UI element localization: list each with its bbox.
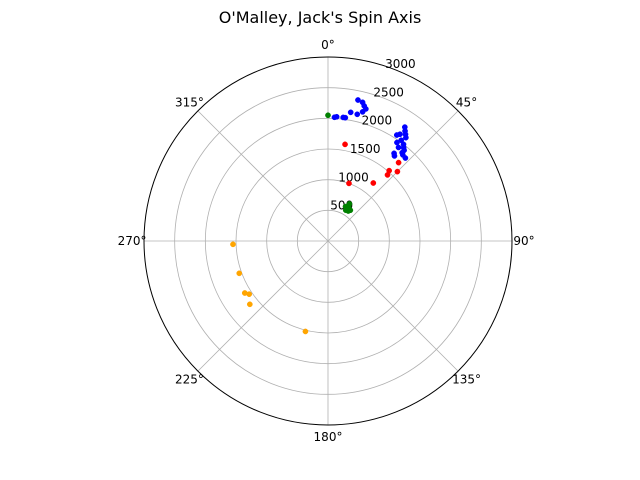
r-tick-label: 1500 [350,142,381,156]
data-point [403,134,409,141]
r-tick-label: 2000 [362,114,393,128]
plot-frame [143,56,513,426]
data-point [394,139,400,146]
r-tick-label: 2500 [373,85,404,99]
data-point [347,109,354,116]
theta-gridline [197,110,329,242]
data-point [391,153,398,159]
data-point [236,270,243,277]
theta-tick-label: 135° [452,373,481,387]
theta-tick-label: 0° [321,38,335,52]
data-points [230,97,409,335]
data-point [395,144,402,151]
data-point [325,112,331,119]
data-point [393,132,400,138]
theta-tick-label: 270° [118,234,147,248]
data-point [395,159,402,166]
data-point [370,180,377,186]
theta-gridline [327,240,459,372]
data-point [359,108,366,115]
data-point [302,328,309,335]
theta-gridlines [144,57,512,425]
data-point [331,114,338,121]
data-point [394,168,401,175]
data-point [246,291,253,298]
data-point [402,155,409,161]
theta-gridline [197,240,329,372]
data-point [355,97,361,103]
data-point [230,241,236,248]
theta-tick-label: 45° [456,95,477,109]
data-point [342,141,348,148]
data-point [340,114,347,121]
theta-tick-label: 225° [175,373,204,387]
theta-tick-labels: 0° 45° 90° 135° 180° 225° 270° 315° [118,38,535,444]
data-point [384,172,391,178]
theta-tick-label: 90° [513,234,534,248]
chart-title: O'Malley, Jack's Spin Axis [219,8,422,27]
data-point [347,207,354,214]
data-point [346,180,352,187]
data-point [354,111,361,118]
data-point [246,301,253,308]
theta-tick-label: 180° [314,430,343,444]
r-tick-label: 3000 [385,57,416,71]
theta-tick-label: 315° [175,95,204,109]
r-tick-label: 1000 [338,170,369,184]
theta-gridline [327,110,459,242]
